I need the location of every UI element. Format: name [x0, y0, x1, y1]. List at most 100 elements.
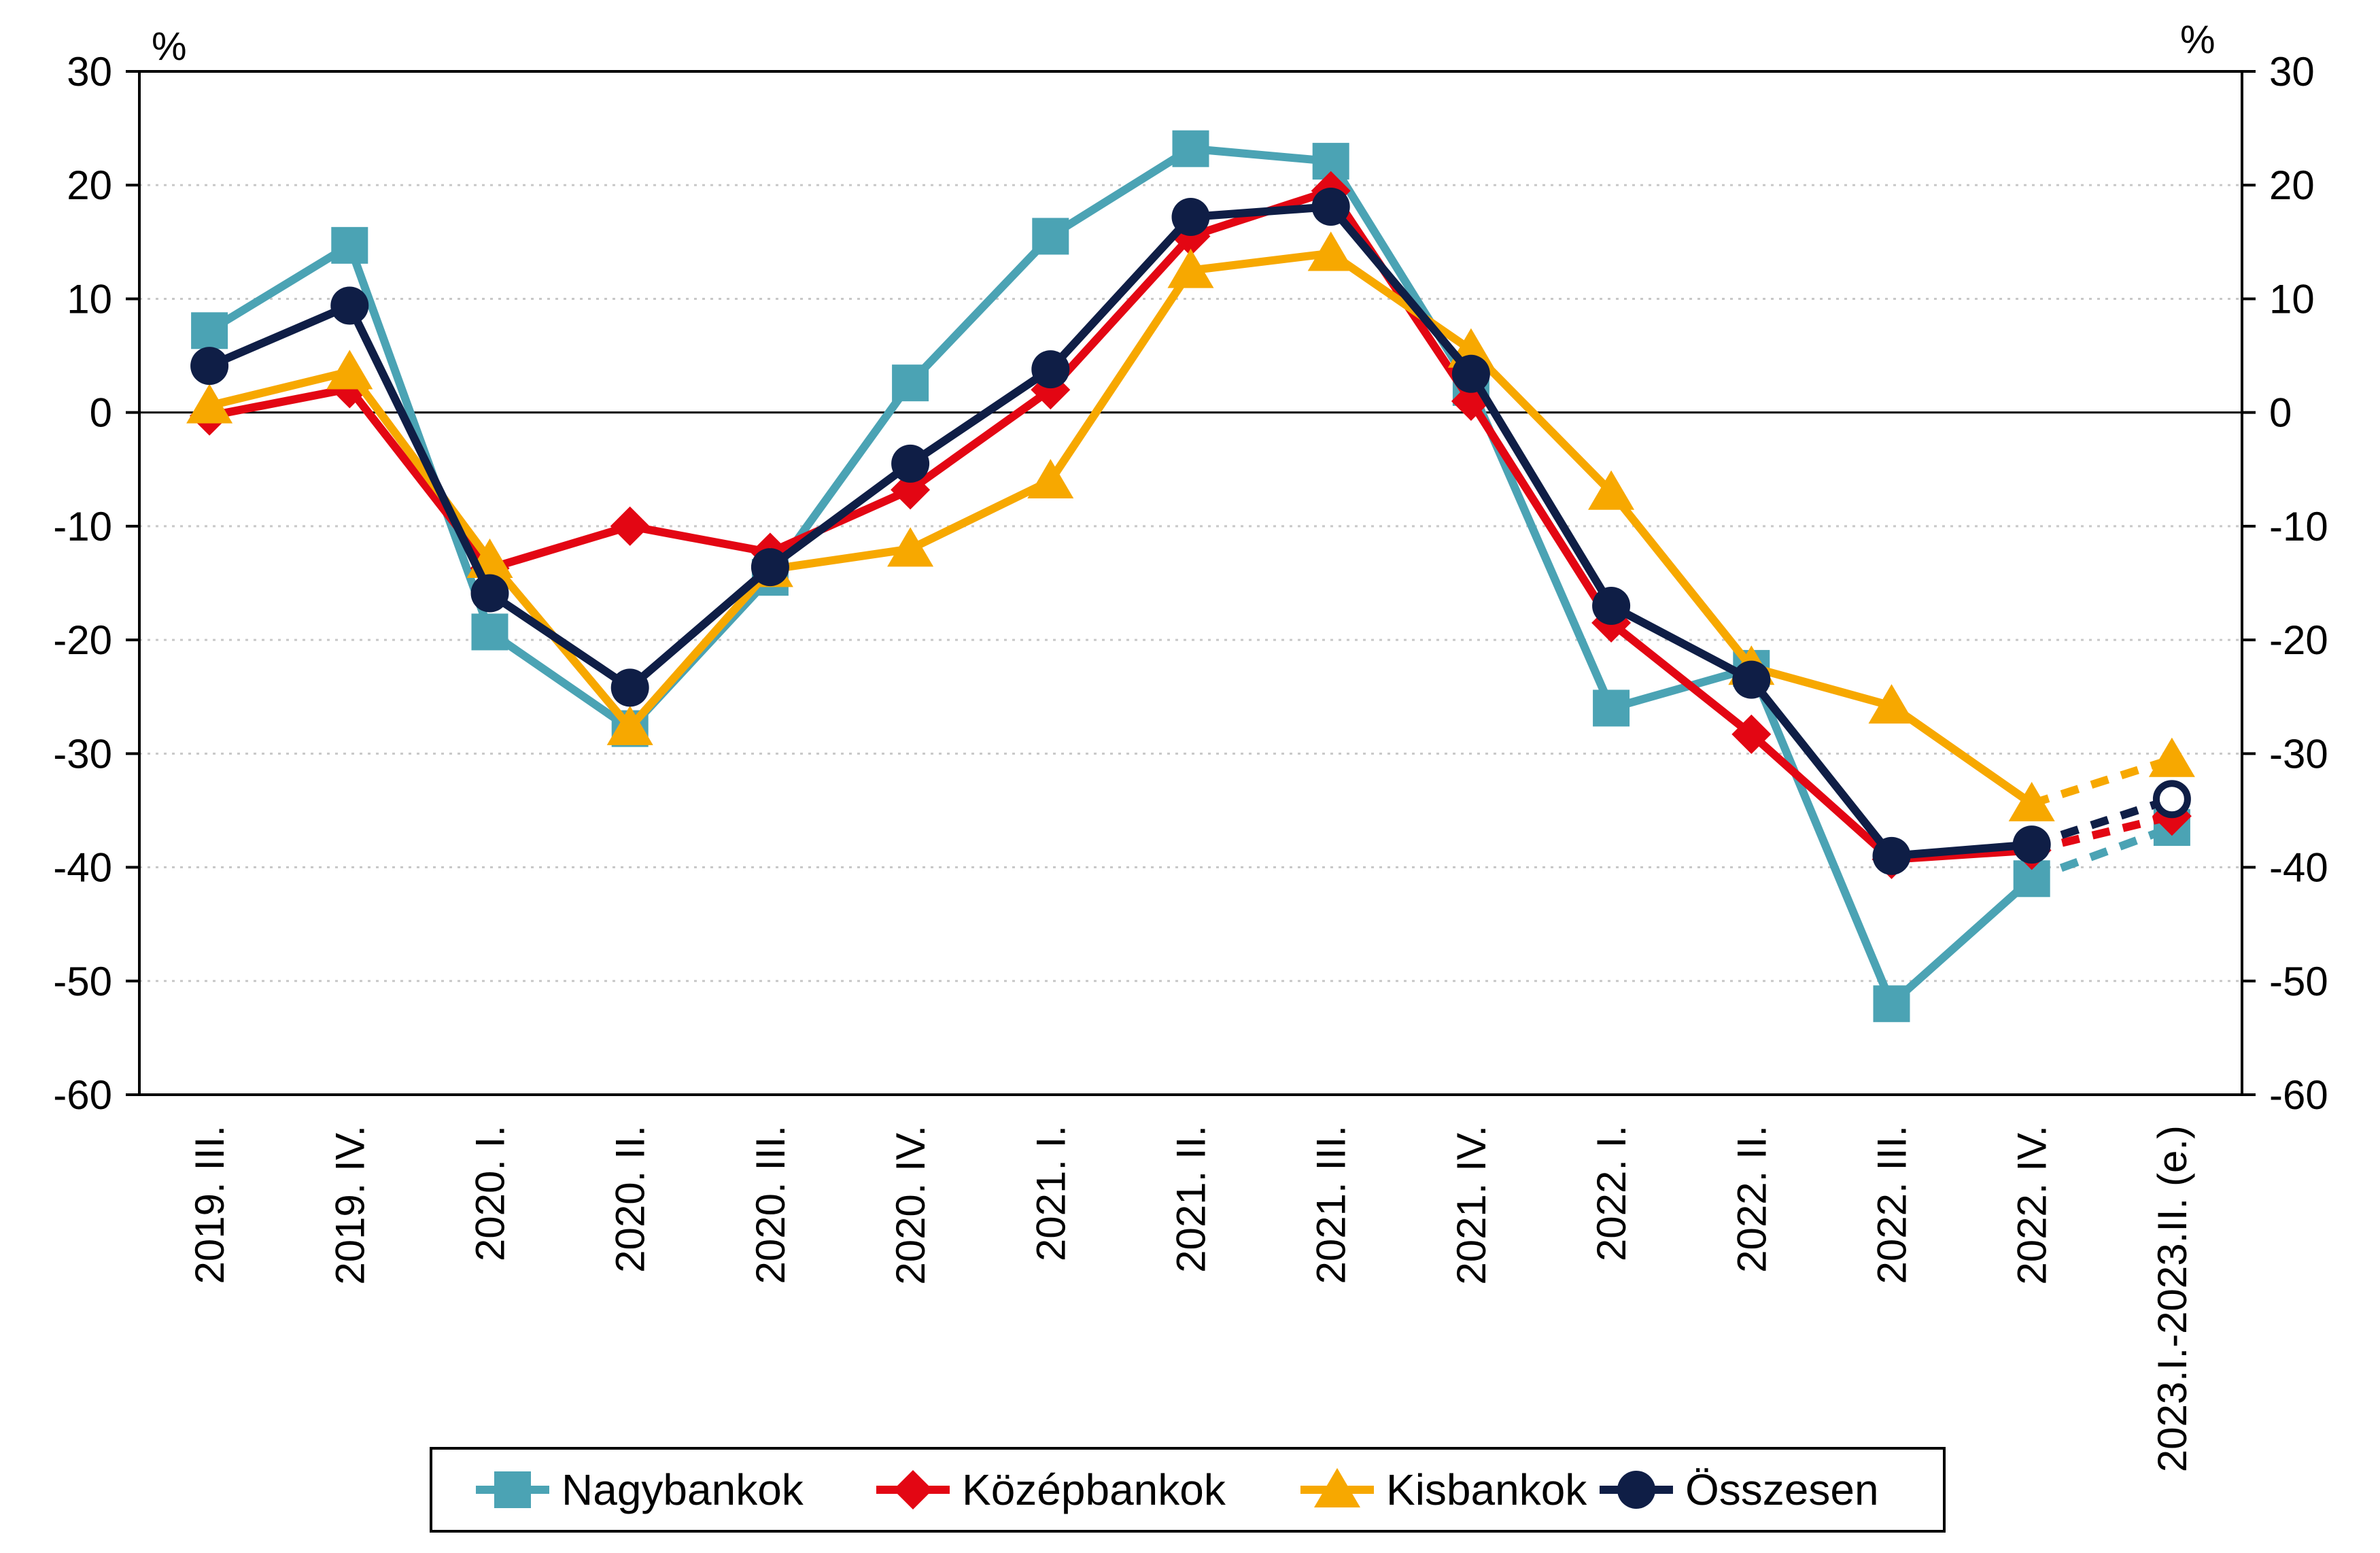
legend-label: Nagybankok — [562, 1465, 804, 1514]
x-tick-label: 2021. I. — [1028, 1125, 1073, 1261]
y-tick-label: 10 — [67, 276, 112, 322]
data-point — [1031, 350, 1070, 389]
data-point — [1872, 836, 1911, 875]
x-tick-label: 2019. IV. — [327, 1125, 373, 1285]
y-tick-label: -40 — [2269, 845, 2328, 891]
y-tick-label: 30 — [67, 49, 112, 95]
series-forecast-line — [2030, 823, 2173, 883]
legend-item-összesen: Összesen — [1600, 1465, 1879, 1514]
data-point — [1731, 714, 1772, 754]
data-point — [1171, 198, 1210, 237]
x-axis-ticks: 2019. III. 2019. IV. 2020. I. 2020. II. 2020… — [187, 1125, 2195, 1472]
data-point — [1027, 459, 1074, 498]
y-tick-label: -50 — [53, 959, 112, 1004]
data-point — [1592, 586, 1631, 625]
y-tick-label: -40 — [53, 845, 112, 891]
data-point — [494, 1471, 531, 1508]
y-tick-label: -60 — [53, 1072, 112, 1118]
x-tick-label: 2021. III. — [1309, 1125, 1354, 1284]
data-point — [1172, 130, 1209, 167]
series-összesen — [190, 187, 2191, 875]
y-tick-label: 0 — [90, 390, 112, 436]
data-point — [1617, 1471, 1655, 1509]
y-tick-label: -10 — [53, 504, 112, 549]
series-forecast-line — [2030, 795, 2173, 849]
data-point — [2012, 825, 2051, 864]
legend-box — [430, 1447, 1946, 1533]
data-point — [1307, 231, 1354, 271]
legend-item-középbankok: Középbankok — [876, 1465, 1226, 1514]
data-point — [1451, 354, 1490, 393]
series-line — [205, 144, 2036, 1008]
data-point — [186, 383, 233, 424]
y-tick-label: -10 — [2269, 504, 2328, 549]
series-line — [205, 186, 2036, 864]
data-point — [893, 1470, 933, 1509]
data-point — [610, 668, 649, 707]
series-line — [205, 249, 2036, 808]
data-point — [606, 705, 653, 745]
series-lines — [186, 130, 2195, 1023]
data-point — [331, 226, 368, 264]
data-point — [891, 444, 930, 483]
data-point — [1167, 248, 1214, 288]
x-tick-label: 2022. III. — [1869, 1125, 1915, 1284]
y-tick-label: -30 — [53, 731, 112, 777]
axes — [138, 70, 2243, 1096]
y-axis-left-unit: % — [152, 24, 187, 69]
series-line — [205, 202, 2036, 860]
data-point — [330, 286, 369, 325]
plot-area-border — [138, 70, 2243, 1096]
data-point — [2152, 780, 2191, 819]
x-tick-label: 2020. I. — [468, 1125, 513, 1261]
y-tick-label: 30 — [2269, 49, 2315, 95]
legend-item-kisbankok: Kisbankok — [1300, 1465, 1587, 1514]
y-tick-label: 20 — [2269, 163, 2315, 208]
data-point — [190, 347, 229, 386]
data-point — [2148, 737, 2195, 777]
data-point — [326, 349, 373, 390]
x-tick-label: 2022. IV. — [2010, 1125, 2055, 1285]
data-point — [1032, 218, 1069, 255]
data-point — [891, 470, 931, 510]
data-point — [1588, 470, 1635, 510]
x-tick-label: 2022. I. — [1589, 1125, 1634, 1261]
series-forecast-line — [2030, 755, 2173, 808]
legend: Nagybankok Középbankok Kisbankok Összesen — [430, 1447, 1946, 1533]
legend-label: Középbankok — [962, 1465, 1226, 1514]
x-tick-label: 2020. IV. — [888, 1125, 933, 1285]
data-point — [471, 613, 508, 651]
legend-label: Kisbankok — [1386, 1465, 1587, 1514]
y-tick-label: -20 — [2269, 617, 2328, 663]
x-tick-label: 2020. II. — [608, 1125, 653, 1273]
data-point — [1873, 985, 1910, 1023]
y-axis-right-ticks: 30 20 10 0 -10 -20 -30 -40 -50 -60 — [2242, 49, 2328, 1118]
x-tick-label: 2020. III. — [748, 1125, 793, 1284]
x-tick-label: 2021. IV. — [1449, 1125, 1494, 1285]
data-point — [892, 364, 929, 402]
y-tick-label: -30 — [2269, 731, 2328, 777]
y-tick-label: 0 — [2269, 390, 2292, 436]
data-point — [191, 312, 228, 349]
data-point — [610, 506, 650, 546]
y-tick-label: 20 — [67, 163, 112, 208]
data-point — [1732, 660, 1771, 699]
y-axis-left-ticks: 30 20 10 0 -10 -20 -30 -40 -50 -60 — [53, 49, 139, 1118]
x-tick-label: 2021. II. — [1169, 1125, 1214, 1273]
data-point — [2008, 781, 2055, 821]
data-point — [751, 548, 789, 587]
legend-label: Összesen — [1685, 1465, 1879, 1514]
y-tick-label: -60 — [2269, 1072, 2328, 1118]
y-tick-label: -20 — [53, 617, 112, 663]
y-axis-right-unit: % — [2180, 18, 2215, 62]
data-point — [470, 574, 509, 613]
data-point — [887, 527, 934, 567]
data-point — [1311, 187, 1350, 226]
data-point — [1868, 684, 1915, 724]
series-forecast-line — [2031, 812, 2173, 855]
y-tick-label: 10 — [2269, 276, 2315, 322]
y-tick-label: -50 — [2269, 959, 2328, 1004]
data-point — [1593, 689, 1630, 727]
data-point — [1314, 1468, 1360, 1507]
